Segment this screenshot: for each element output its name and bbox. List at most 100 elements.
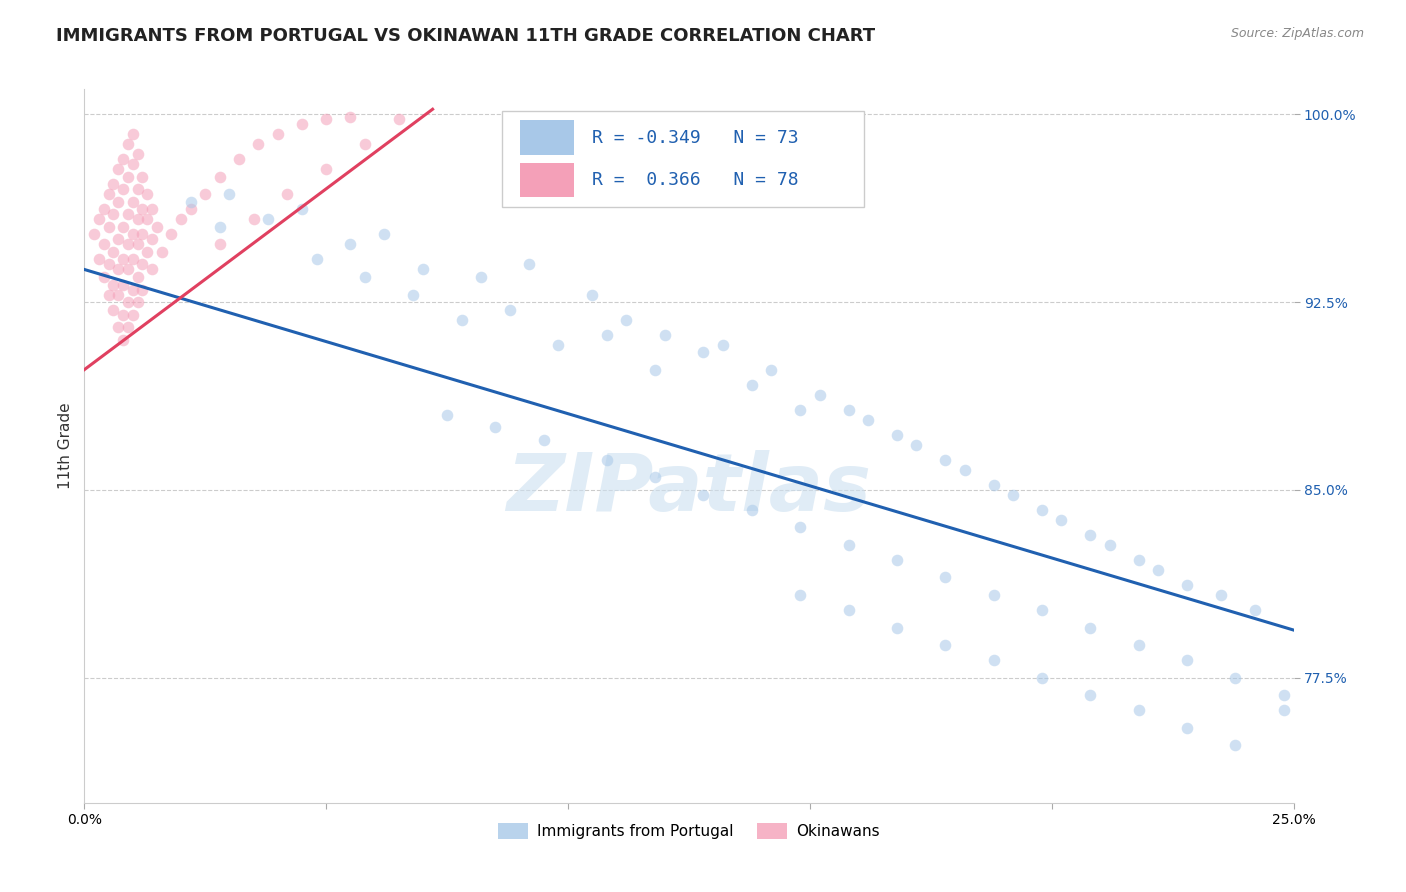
Point: [228, 153, 250, 167]
Point: [1128, 553, 1150, 567]
Point: [517, 257, 540, 271]
Point: [208, 237, 231, 252]
Point: [886, 621, 908, 635]
Point: [127, 182, 149, 196]
Point: [905, 438, 928, 452]
Point: [789, 588, 811, 602]
Point: [741, 377, 763, 392]
Point: [1031, 503, 1053, 517]
Point: [127, 212, 149, 227]
Point: [208, 219, 231, 234]
Point: [402, 287, 425, 301]
Point: [1243, 603, 1265, 617]
Point: [1128, 703, 1150, 717]
Point: [194, 187, 217, 202]
Point: [1175, 653, 1198, 667]
Point: [87, 212, 110, 227]
Point: [1272, 688, 1295, 702]
Point: [596, 452, 619, 467]
Point: [170, 212, 193, 227]
Text: Source: ZipAtlas.com: Source: ZipAtlas.com: [1230, 27, 1364, 40]
Point: [93, 202, 115, 217]
Text: R =  0.366   N = 78: R = 0.366 N = 78: [592, 171, 799, 189]
Point: [107, 194, 129, 209]
Point: [131, 169, 153, 184]
Point: [1080, 621, 1102, 635]
Point: [1272, 703, 1295, 717]
Text: ZIPatlas: ZIPatlas: [506, 450, 872, 528]
Point: [808, 387, 831, 401]
Point: [291, 117, 314, 131]
Point: [1031, 603, 1053, 617]
Point: [87, 252, 110, 267]
Point: [596, 327, 619, 342]
Point: [141, 232, 163, 246]
Point: [136, 187, 159, 202]
Point: [983, 653, 1005, 667]
Point: [1080, 688, 1102, 702]
Point: [953, 463, 976, 477]
Point: [112, 333, 135, 347]
Point: [886, 553, 908, 567]
Point: [354, 137, 377, 152]
Point: [127, 237, 149, 252]
Point: [1031, 671, 1053, 685]
Point: [121, 308, 143, 322]
Point: [581, 287, 603, 301]
Point: [692, 345, 714, 359]
Point: [117, 207, 139, 221]
Point: [934, 570, 956, 584]
Point: [247, 137, 270, 152]
Point: [131, 227, 153, 242]
Point: [103, 244, 125, 259]
Point: [127, 270, 149, 285]
Point: [121, 128, 143, 142]
Text: IMMIGRANTS FROM PORTUGAL VS OKINAWAN 11TH GRADE CORRELATION CHART: IMMIGRANTS FROM PORTUGAL VS OKINAWAN 11T…: [56, 27, 876, 45]
Point: [150, 244, 173, 259]
Point: [789, 402, 811, 417]
Point: [838, 402, 860, 417]
Point: [838, 538, 860, 552]
Point: [107, 262, 129, 277]
Point: [180, 202, 202, 217]
Point: [305, 252, 328, 267]
Point: [117, 137, 139, 152]
Point: [354, 270, 377, 285]
Point: [93, 270, 115, 285]
FancyBboxPatch shape: [520, 163, 574, 197]
Point: [160, 227, 183, 242]
Point: [107, 232, 129, 246]
Point: [121, 252, 143, 267]
Point: [692, 488, 714, 502]
Point: [1098, 538, 1121, 552]
Point: [97, 219, 120, 234]
Point: [267, 128, 290, 142]
Point: [547, 337, 569, 351]
Point: [412, 262, 434, 277]
Point: [112, 182, 135, 196]
Point: [838, 603, 860, 617]
Point: [339, 237, 361, 252]
Point: [711, 337, 734, 351]
Point: [180, 194, 202, 209]
Point: [103, 178, 125, 192]
Point: [1175, 721, 1198, 735]
Y-axis label: 11th Grade: 11th Grade: [58, 402, 73, 490]
Point: [484, 420, 506, 434]
Point: [1209, 588, 1232, 602]
Point: [131, 202, 153, 217]
Point: [1128, 638, 1150, 652]
Point: [107, 320, 129, 334]
Point: [97, 287, 120, 301]
Point: [121, 194, 143, 209]
Point: [117, 237, 139, 252]
Point: [373, 227, 395, 242]
Point: [436, 408, 458, 422]
Point: [121, 157, 143, 171]
Point: [131, 257, 153, 271]
Point: [146, 219, 169, 234]
Point: [127, 147, 149, 161]
Point: [107, 162, 129, 177]
Point: [499, 302, 522, 317]
Point: [97, 257, 120, 271]
